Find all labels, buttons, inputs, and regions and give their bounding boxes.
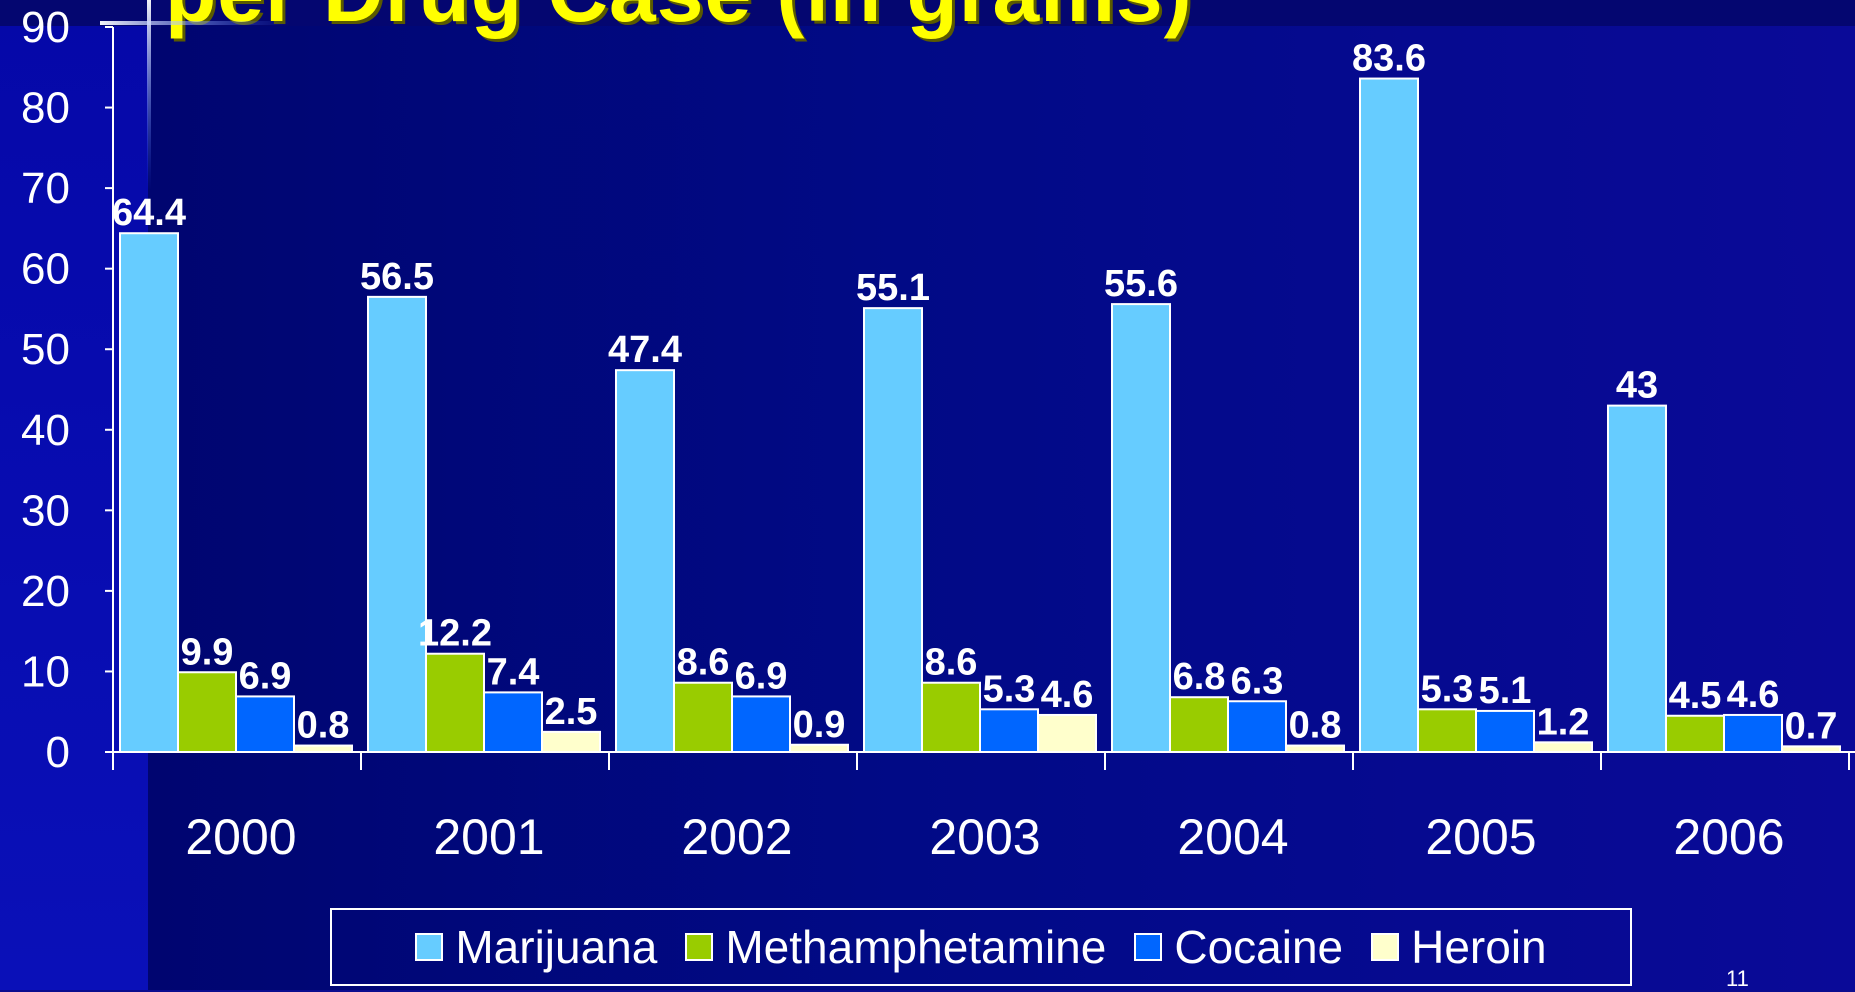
legend-swatch bbox=[685, 933, 714, 961]
data-label: 55.1 bbox=[856, 267, 930, 309]
data-label: 0.8 bbox=[297, 705, 350, 747]
bar-cocaine-2003 bbox=[979, 708, 1039, 753]
data-label: 1.2 bbox=[1537, 701, 1590, 743]
legend-item-heroin: Heroin bbox=[1371, 920, 1547, 974]
y-tick-label: 60 bbox=[21, 245, 70, 294]
chart-legend: Marijuana Methamphetamine Cocaine Heroin bbox=[330, 908, 1632, 986]
x-tick-label: 2004 bbox=[1177, 809, 1288, 865]
bar-heroin-2006 bbox=[1781, 745, 1841, 753]
legend-label: Heroin bbox=[1411, 921, 1547, 973]
bar-cocaine-2001 bbox=[483, 691, 543, 754]
data-label: 6.9 bbox=[239, 655, 292, 697]
data-label: 56.5 bbox=[360, 256, 434, 298]
x-tick-label: 2001 bbox=[433, 809, 544, 865]
bar-heroin-2003 bbox=[1037, 713, 1097, 754]
bar-marijuana-2002 bbox=[615, 369, 675, 753]
data-label: 6.9 bbox=[735, 655, 788, 697]
bar-methamphetamine-2002 bbox=[673, 681, 733, 754]
bar-marijuana-2004 bbox=[1111, 303, 1171, 753]
bar-heroin-2005 bbox=[1533, 741, 1593, 753]
x-tick-label: 2005 bbox=[1425, 809, 1536, 865]
data-label: 4.6 bbox=[1041, 674, 1094, 716]
legend-item-cocaine: Cocaine bbox=[1134, 920, 1343, 974]
y-tick-label: 40 bbox=[21, 406, 70, 455]
bar-cocaine-2006 bbox=[1723, 713, 1783, 754]
legend-swatch bbox=[1134, 933, 1163, 961]
x-tick-label: 2000 bbox=[185, 809, 296, 865]
y-tick-label: 50 bbox=[21, 325, 70, 374]
data-label: 64.4 bbox=[112, 192, 186, 234]
bar-marijuana-2001 bbox=[367, 295, 427, 753]
bar-cocaine-2005 bbox=[1475, 709, 1535, 754]
bar-cocaine-2000 bbox=[235, 695, 295, 754]
data-label: 9.9 bbox=[181, 631, 234, 673]
bar-marijuana-2006 bbox=[1607, 404, 1667, 753]
bar-methamphetamine-2003 bbox=[921, 681, 981, 754]
data-label: 7.4 bbox=[487, 651, 540, 693]
y-tick-label: 70 bbox=[21, 164, 70, 213]
data-label: 83.6 bbox=[1352, 38, 1426, 80]
legend-item-methamphetamine: Methamphetamine bbox=[685, 920, 1106, 974]
data-label: 4.6 bbox=[1727, 674, 1780, 716]
data-label: 5.1 bbox=[1479, 670, 1532, 712]
data-label: 43 bbox=[1616, 365, 1658, 407]
data-label: 0.7 bbox=[1785, 705, 1838, 747]
data-label: 0.8 bbox=[1289, 705, 1342, 747]
bar-cocaine-2002 bbox=[731, 695, 791, 754]
data-label: 4.5 bbox=[1669, 675, 1722, 717]
bar-marijuana-2003 bbox=[863, 307, 923, 753]
y-tick-label: 0 bbox=[46, 728, 70, 777]
data-label: 0.9 bbox=[793, 704, 846, 746]
bar-heroin-2004 bbox=[1285, 744, 1345, 753]
data-label: 2.5 bbox=[545, 691, 598, 733]
bar-methamphetamine-2006 bbox=[1665, 714, 1725, 753]
y-tick-label: 10 bbox=[21, 647, 70, 696]
sparkle-decoration bbox=[100, 0, 290, 190]
x-tick-label: 2006 bbox=[1673, 809, 1784, 865]
slide-title: per Drug Case (in grams) bbox=[165, 0, 1193, 41]
chart-bars bbox=[119, 77, 1841, 754]
y-tick-label: 20 bbox=[21, 567, 70, 616]
bar-marijuana-2005 bbox=[1359, 77, 1419, 754]
y-tick-label: 80 bbox=[21, 84, 70, 133]
data-label: 6.3 bbox=[1231, 660, 1284, 702]
bar-methamphetamine-2001 bbox=[425, 652, 485, 754]
legend-item-marijuana: Marijuana bbox=[415, 920, 657, 974]
bar-heroin-2002 bbox=[789, 743, 849, 753]
y-tick-label: 30 bbox=[21, 486, 70, 535]
title-bar bbox=[0, 0, 1855, 26]
bar-methamphetamine-2004 bbox=[1169, 696, 1229, 754]
legend-label: Marijuana bbox=[455, 921, 658, 973]
data-label: 8.6 bbox=[925, 642, 978, 684]
bar-marijuana-2000 bbox=[119, 232, 179, 753]
data-label: 5.3 bbox=[983, 668, 1036, 710]
bar-methamphetamine-2000 bbox=[177, 671, 237, 753]
bar-cocaine-2004 bbox=[1227, 700, 1287, 753]
data-label: 12.2 bbox=[418, 613, 492, 655]
bar-heroin-2000 bbox=[293, 744, 353, 753]
data-label: 47.4 bbox=[608, 329, 682, 371]
data-label: 8.6 bbox=[677, 642, 730, 684]
legend-swatch bbox=[415, 933, 444, 961]
slide-number: 11 bbox=[1726, 966, 1749, 991]
data-label: 55.6 bbox=[1104, 263, 1178, 305]
bar-methamphetamine-2005 bbox=[1417, 708, 1477, 753]
legend-label: Cocaine bbox=[1174, 921, 1344, 973]
x-tick-label: 2002 bbox=[681, 809, 792, 865]
bar-heroin-2001 bbox=[541, 730, 601, 753]
legend-swatch bbox=[1371, 933, 1400, 961]
x-tick-label: 2003 bbox=[929, 809, 1040, 865]
data-label: 6.8 bbox=[1173, 656, 1226, 698]
data-label: 5.3 bbox=[1421, 668, 1474, 710]
chart-axes: 0 10 20 30 40 50 60 70 80 90 2000 2001 2002 2003 2004 2… bbox=[21, 3, 1855, 865]
y-tick-label: 90 bbox=[21, 3, 70, 52]
legend-label: Methamphetamine bbox=[725, 921, 1107, 973]
